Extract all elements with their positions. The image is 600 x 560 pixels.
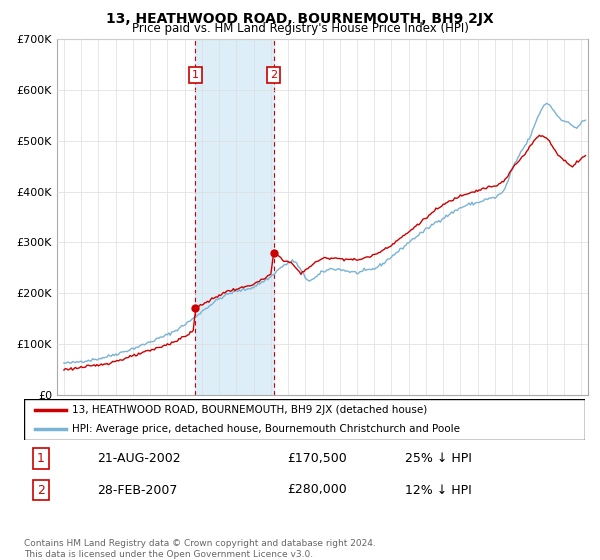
Text: Price paid vs. HM Land Registry's House Price Index (HPI): Price paid vs. HM Land Registry's House … bbox=[131, 22, 469, 35]
Text: 13, HEATHWOOD ROAD, BOURNEMOUTH, BH9 2JX (detached house): 13, HEATHWOOD ROAD, BOURNEMOUTH, BH9 2JX… bbox=[71, 405, 427, 415]
Text: HPI: Average price, detached house, Bournemouth Christchurch and Poole: HPI: Average price, detached house, Bour… bbox=[71, 424, 460, 433]
Text: 21-AUG-2002: 21-AUG-2002 bbox=[97, 452, 181, 465]
Text: 2: 2 bbox=[270, 70, 277, 80]
Text: 2: 2 bbox=[37, 483, 45, 497]
Text: 28-FEB-2007: 28-FEB-2007 bbox=[97, 483, 178, 497]
Text: 25% ↓ HPI: 25% ↓ HPI bbox=[406, 452, 472, 465]
Bar bbox=[196, 39, 274, 395]
Text: 1: 1 bbox=[192, 70, 199, 80]
Text: 1: 1 bbox=[37, 452, 45, 465]
Text: £170,500: £170,500 bbox=[287, 452, 347, 465]
Text: £280,000: £280,000 bbox=[287, 483, 347, 497]
Text: 12% ↓ HPI: 12% ↓ HPI bbox=[406, 483, 472, 497]
Text: Contains HM Land Registry data © Crown copyright and database right 2024.
This d: Contains HM Land Registry data © Crown c… bbox=[24, 539, 376, 559]
Text: 13, HEATHWOOD ROAD, BOURNEMOUTH, BH9 2JX: 13, HEATHWOOD ROAD, BOURNEMOUTH, BH9 2JX bbox=[106, 12, 494, 26]
